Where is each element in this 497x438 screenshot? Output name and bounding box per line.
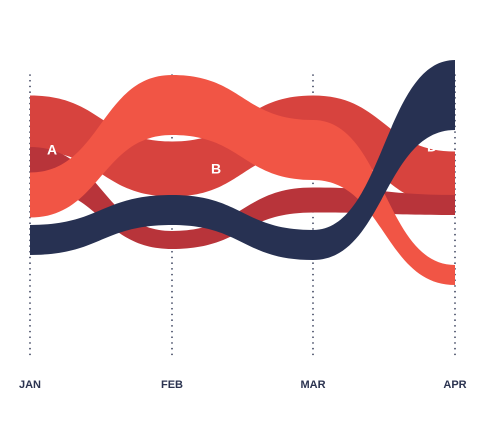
series-labels: A C B D (47, 139, 437, 274)
series-label-a: A (47, 142, 57, 158)
month-axis: JAN FEB MAR APR (19, 379, 467, 391)
ribbon-d (30, 60, 455, 260)
series-label-d: D (427, 139, 437, 155)
series-label-b: B (211, 161, 221, 177)
month-label-jan: JAN (19, 379, 41, 391)
ribbon-b (30, 75, 455, 285)
series-label-c: C (291, 258, 301, 274)
month-label-mar: MAR (300, 379, 325, 391)
month-label-feb: FEB (161, 379, 183, 391)
month-label-apr: APR (443, 379, 466, 391)
ribbons (30, 60, 455, 285)
